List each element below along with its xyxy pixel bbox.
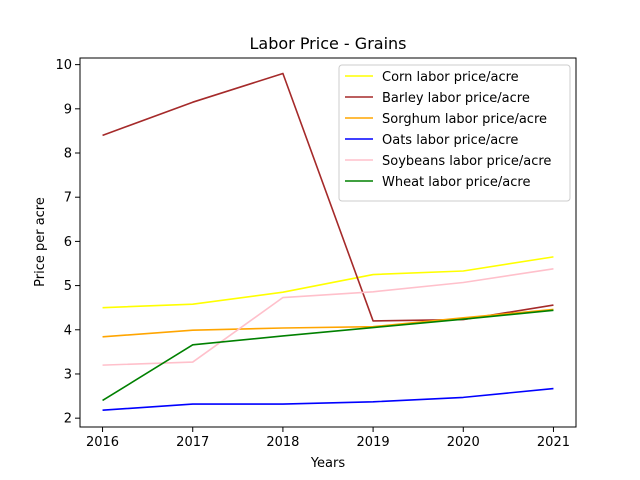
series-line-4 [102,267,554,366]
series-line-0 [102,256,554,309]
legend-label: Oats labor price/acre [382,133,518,148]
x-tick-label: 2021 [537,435,570,450]
x-axis-title: Years [310,456,346,471]
legend: Corn labor price/acre Barley labor price/… [338,64,571,202]
y-tick-label: 2 [64,412,72,427]
legend-label: Wheat labor price/acre [382,175,530,190]
y-tick-label: 4 [64,323,72,338]
series-line-3 [102,387,554,412]
y-tick-label: 10 [55,58,72,73]
y-tick-label: 3 [64,367,72,382]
y-tick-label: 5 [64,279,72,294]
y-axis-title: Price per acre [33,197,48,287]
x-tick-label: 2020 [447,435,480,450]
series-line-2 [102,308,554,338]
series-layer [102,72,554,412]
series-line-5 [102,309,554,402]
legend-label: Barley labor price/acre [382,91,530,106]
x-tick-label: 2019 [357,435,390,450]
chart-title: Labor Price - Grains [249,34,406,53]
x-axis: 2016 2017 2018 2019 2020 2021 [86,427,570,450]
x-tick-label: 2018 [266,435,299,450]
legend-label: Corn labor price/acre [382,70,519,85]
y-tick-label: 9 [64,102,72,117]
y-tick-label: 7 [64,191,72,206]
y-tick-label: 8 [64,147,72,162]
x-tick-label: 2017 [176,435,209,450]
x-tick-label: 2016 [86,435,119,450]
y-axis: 2 3 4 5 6 7 8 9 10 [55,58,80,427]
legend-box [338,64,571,202]
plot-frame [79,57,577,428]
y-tick-label: 6 [64,235,72,250]
legend-label: Sorghum labor price/acre [382,112,547,127]
legend-label: Soybeans labor price/acre [382,154,551,169]
